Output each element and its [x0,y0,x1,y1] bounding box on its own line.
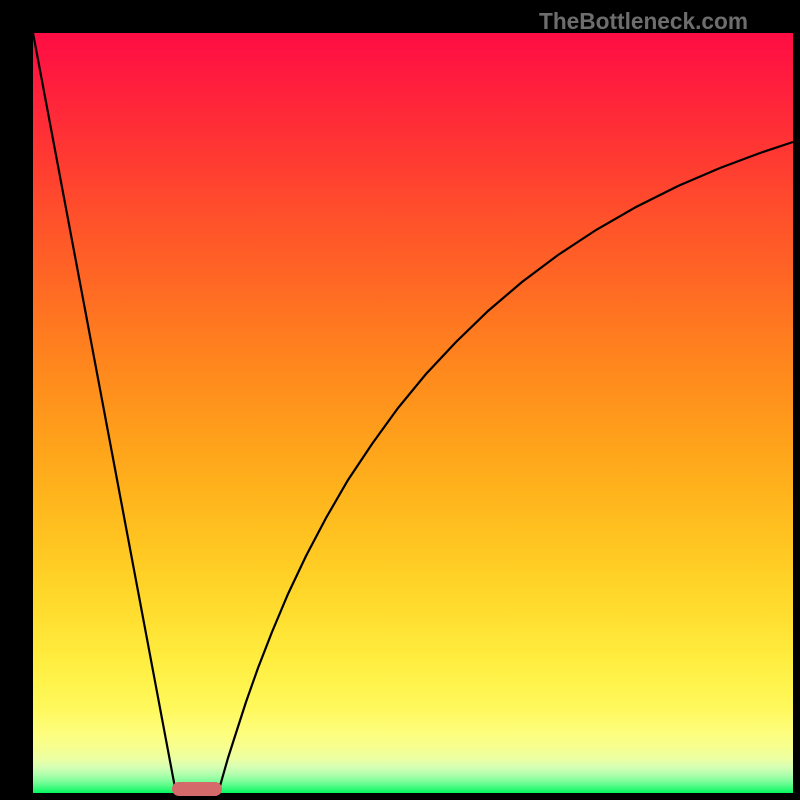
chart-svg [0,0,800,800]
chart-container: TheBottleneck.com [0,0,800,800]
watermark-text: TheBottleneck.com [539,8,748,35]
gradient-background [33,33,793,793]
minimum-marker [172,782,222,796]
